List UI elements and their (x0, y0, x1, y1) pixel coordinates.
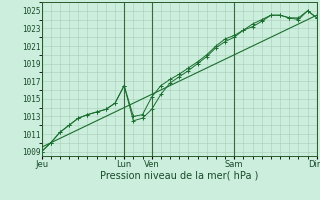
X-axis label: Pression niveau de la mer( hPa ): Pression niveau de la mer( hPa ) (100, 171, 258, 181)
